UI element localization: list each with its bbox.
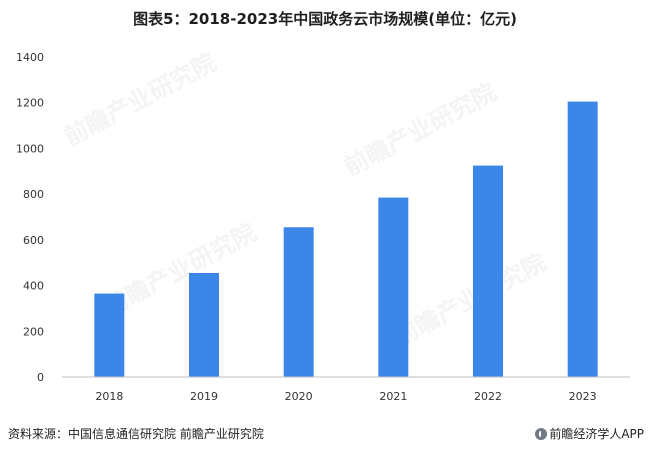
- x-tick-label: 2023: [569, 390, 597, 403]
- brand-credit: 前瞻经济学人APP: [535, 425, 644, 442]
- y-tick-label: 400: [23, 280, 44, 293]
- y-tick-label: 600: [23, 234, 44, 247]
- bar-2019: [189, 273, 219, 377]
- bar-2022: [473, 165, 503, 377]
- bar-2018: [94, 293, 125, 377]
- chart-title: 图表5：2018-2023年中国政务云市场规模(单位：亿元): [133, 10, 517, 28]
- y-tick-label: 1400: [16, 51, 44, 64]
- bar-2023: [567, 101, 598, 378]
- bar-2020: [283, 227, 314, 377]
- x-tick-label: 2019: [190, 390, 218, 403]
- brand-label: 前瞻经济学人APP: [549, 427, 644, 441]
- x-tick-label: 2022: [474, 390, 502, 403]
- y-tick-label: 1000: [16, 142, 44, 155]
- y-tick-label: 1200: [16, 97, 44, 110]
- source-note: 资料来源：中国信息通信研究院 前瞻产业研究院: [8, 427, 264, 441]
- bar-2021: [378, 197, 409, 377]
- brand-logo-icon: [535, 427, 548, 440]
- x-axis-ticks: 2018 2019 2020 2021 2022 2023: [95, 390, 596, 403]
- y-tick-label: 200: [23, 325, 44, 338]
- y-axis-ticks: 0 200 400 600 800 1000 1200 1400: [16, 51, 44, 384]
- y-tick-label: 0: [37, 371, 44, 384]
- x-tick-label: 2018: [95, 390, 123, 403]
- y-tick-label: 800: [23, 188, 44, 201]
- x-tick-label: 2021: [379, 390, 407, 403]
- x-tick-label: 2020: [285, 390, 313, 403]
- bars: [94, 101, 598, 378]
